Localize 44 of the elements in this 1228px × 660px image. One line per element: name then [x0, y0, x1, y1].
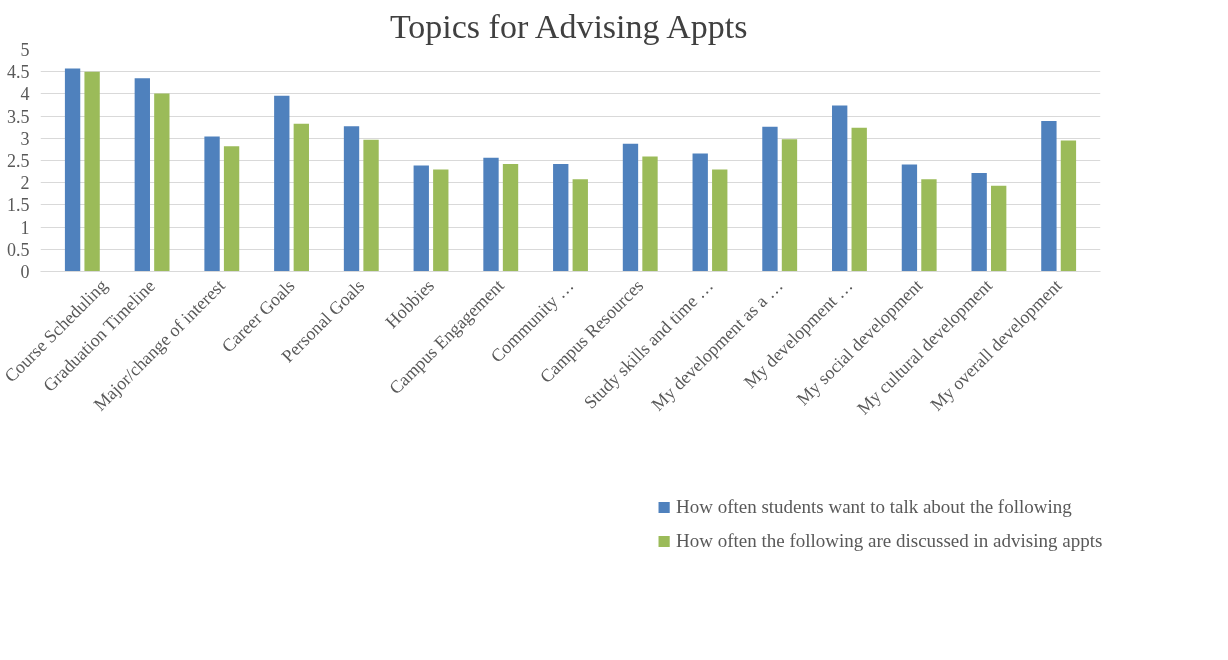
bar [204, 136, 220, 272]
bar [851, 127, 867, 272]
y-tick-label: 3.5 [7, 106, 30, 127]
y-tick-label: 4.5 [7, 62, 30, 83]
bar [343, 126, 360, 272]
bar [712, 169, 728, 272]
y-tick-label: 2.5 [7, 151, 30, 171]
chart-title: Topics for Advising Appts [389, 7, 748, 45]
y-tick-label: 1 [20, 217, 30, 238]
bar [781, 139, 798, 272]
bar [971, 172, 987, 272]
y-tick-label: 0 [20, 262, 30, 282]
y-tick-label: 0.5 [7, 239, 30, 260]
bar [991, 185, 1007, 272]
y-tick-label: 3 [20, 128, 30, 149]
y-tick-label: 5 [20, 40, 30, 60]
legend-label: How often the following are discussed in advising appts [675, 530, 1103, 552]
y-tick-label: 2 [20, 173, 30, 194]
bar [413, 165, 429, 272]
bar [433, 169, 449, 272]
bar [293, 123, 309, 272]
bar [832, 105, 848, 272]
bar [154, 93, 170, 272]
bar [1060, 140, 1077, 272]
bar [274, 95, 290, 272]
y-tick-label: 1.5 [7, 195, 30, 216]
bar [483, 157, 499, 272]
bar [901, 164, 918, 272]
bar [64, 68, 81, 272]
bar [223, 146, 240, 272]
bar [692, 153, 708, 272]
bar [762, 126, 778, 272]
bar [1041, 120, 1057, 272]
bar [642, 156, 658, 272]
bar [921, 179, 937, 272]
bar [84, 71, 100, 272]
legend-label: How often students want to talk about the following [675, 496, 1072, 518]
bar [502, 164, 519, 272]
bar [553, 164, 569, 272]
bar [363, 139, 379, 272]
bar [622, 143, 639, 272]
bar [572, 179, 588, 272]
bar [134, 78, 150, 272]
y-tick-label: 4 [20, 84, 30, 105]
